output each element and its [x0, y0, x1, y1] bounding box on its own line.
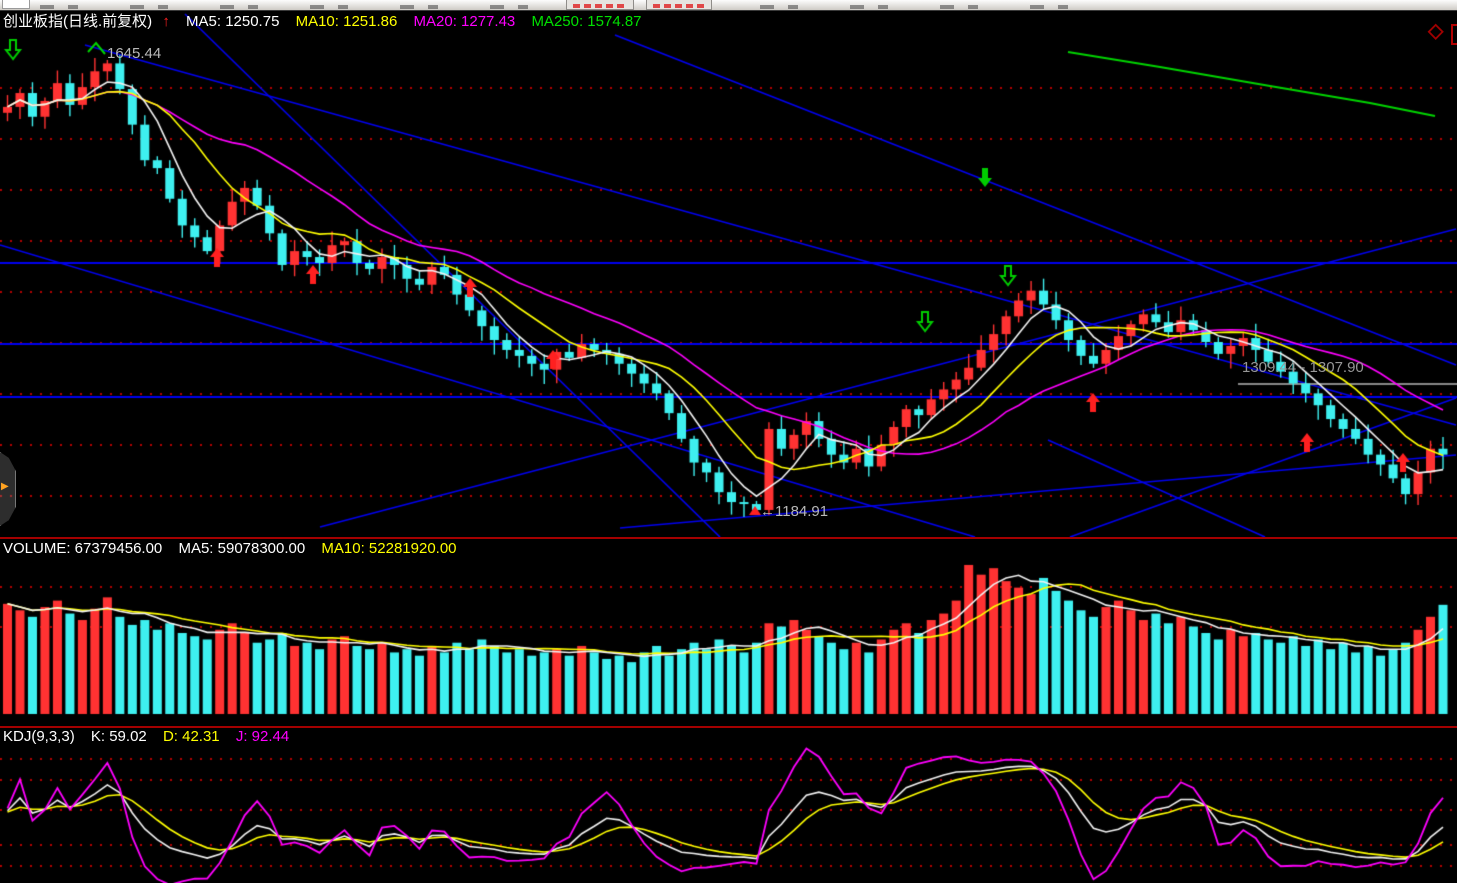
- volume-pane-header: VOLUME: 67379456.00 MA5: 59078300.00 MA1…: [3, 541, 469, 557]
- kdj-k-label: K: 59.02: [90, 728, 147, 745]
- toolbar-button-2[interactable]: [646, 0, 712, 10]
- toolbar-left-box[interactable]: [2, 0, 30, 9]
- toolbar-button-1[interactable]: [566, 0, 634, 10]
- instrument-title: 创业板指(日线.前复权): [3, 13, 153, 30]
- kdj-pane-header: KDJ(9,3,3) K: 59.02 D: 42.31 J: 92.44: [3, 729, 301, 745]
- ma10-label: MA10: 1251.86: [295, 13, 398, 30]
- ma250-label: MA250: 1574.87: [531, 13, 642, 30]
- ma20-label: MA20: 1277.43: [413, 13, 516, 30]
- ma5-label: MA5: 1250.75: [186, 13, 280, 30]
- expand-arrow-icon: ▶: [1, 481, 9, 492]
- volume-chart[interactable]: [0, 539, 1457, 726]
- low-price-label: ←1184.91: [760, 503, 829, 520]
- volume-ma10-label: MA10: 52281920.00: [321, 540, 457, 557]
- gap-price-label: 1309.44 - 1307.90: [1242, 359, 1364, 376]
- drawing-tool-square-icon[interactable]: [1451, 24, 1457, 45]
- kdj-chart[interactable]: [0, 728, 1457, 883]
- kdj-j-label: J: 92.44: [235, 728, 290, 745]
- drawing-tool-diamond-icon[interactable]: ◇: [1428, 20, 1444, 42]
- high-price-label: 1645.44: [107, 45, 162, 62]
- pane-separator: [0, 726, 1457, 728]
- main-chart-header: 创业板指(日线.前复权) ↑ MA5: 1250.75 MA10: 1251.8…: [3, 14, 654, 30]
- main-candlestick-chart[interactable]: [0, 10, 1457, 537]
- volume-ma5-label: MA5: 59078300.00: [178, 540, 306, 557]
- kdj-label: KDJ(9,3,3): [3, 728, 75, 745]
- pane-separator: [0, 537, 1457, 539]
- kdj-d-label: D: 42.31: [162, 728, 220, 745]
- trend-up-arrow-icon: ↑: [162, 13, 170, 30]
- volume-label: VOLUME: 67379456.00: [3, 540, 163, 557]
